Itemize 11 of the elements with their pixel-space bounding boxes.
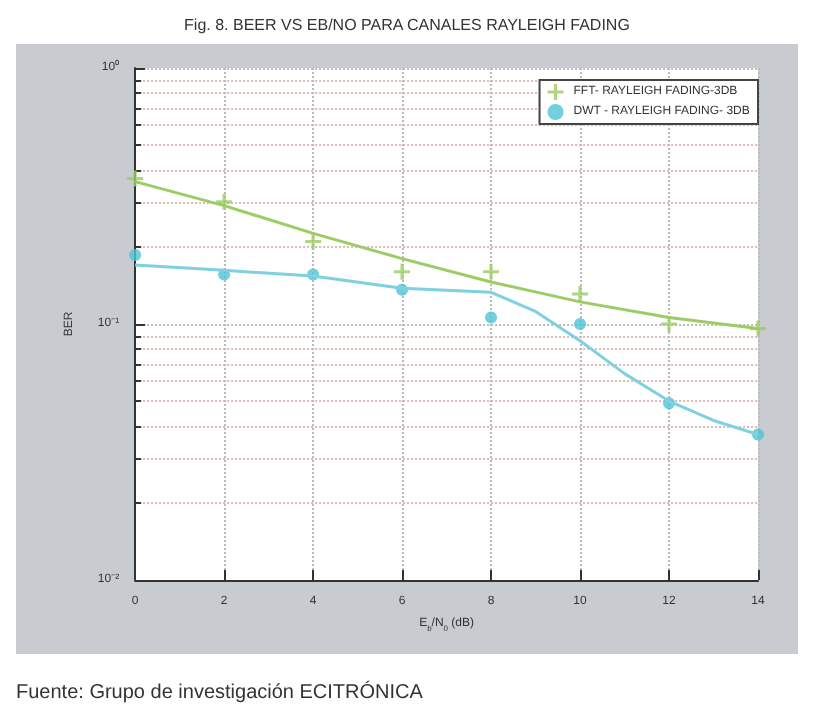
- point: [483, 263, 500, 280]
- point: [394, 263, 411, 280]
- source-note: Fuente: Grupo de investigación ECITRÓNICA: [16, 682, 425, 704]
- point: [661, 316, 678, 332]
- point: [574, 318, 587, 330]
- point: [485, 311, 498, 324]
- point: [305, 233, 322, 250]
- point: [127, 170, 144, 187]
- chart-title: Fig. 8. BEER VS EB/NO PARA CANALES RAYLEIGH FADING: [182, 16, 632, 38]
- point: [572, 285, 589, 302]
- point: [129, 249, 142, 261]
